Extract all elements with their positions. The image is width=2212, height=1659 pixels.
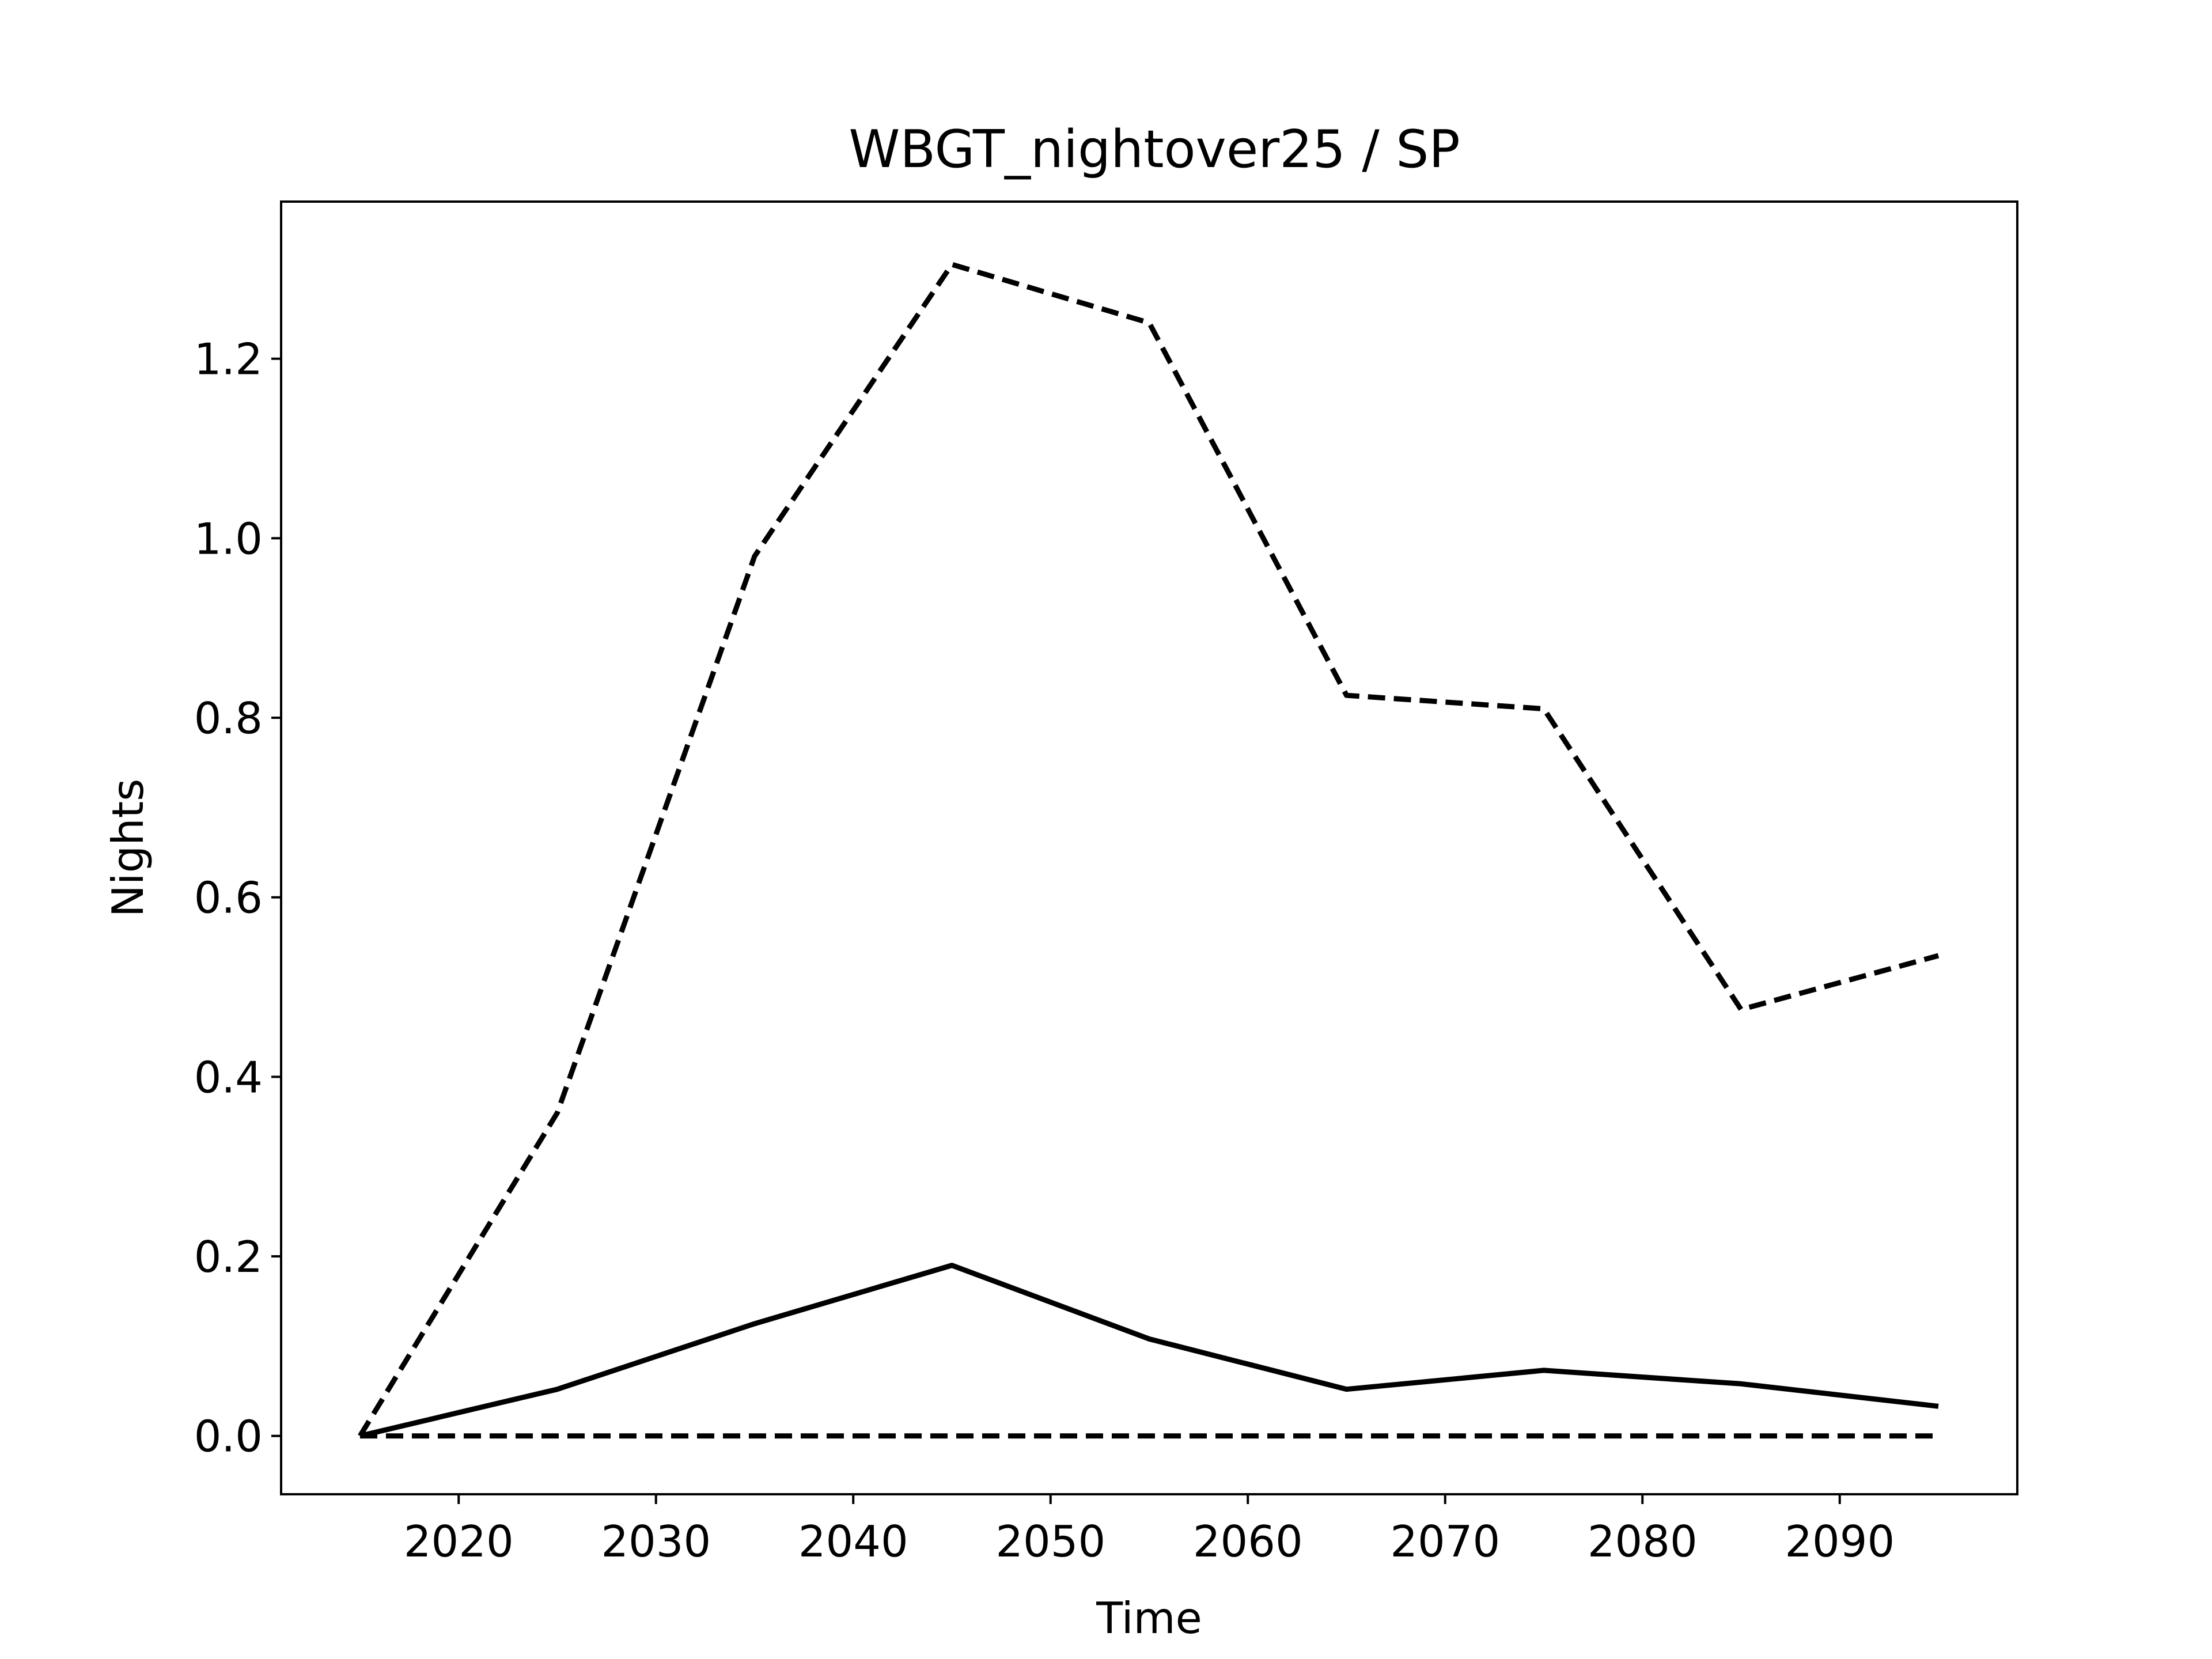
series-line-1	[358, 262, 1940, 1438]
x-tick-label: 2040	[798, 1516, 908, 1567]
y-tick-label: 0.6	[194, 873, 263, 923]
x-tick-label: 2030	[601, 1516, 711, 1567]
x-tick-label: 2060	[1193, 1516, 1303, 1567]
x-tick-label: 2080	[1588, 1516, 1698, 1567]
y-axis-ticks: 0.0 0.2 0.4 0.6 0.8 1.0 1.2	[194, 334, 281, 1462]
chart-title: WBGT_nightover25 / SP	[849, 119, 1460, 180]
y-tick-label: 1.2	[194, 334, 263, 385]
x-axis-ticks: 2020 2030 2040 2050 2060 2070 2080 2090	[404, 1494, 1895, 1567]
y-tick-label: 0.8	[194, 693, 263, 744]
x-tick-label: 2090	[1785, 1516, 1895, 1567]
y-tick-label: 1.0	[194, 513, 263, 564]
y-axis-label: Nights	[103, 779, 153, 918]
x-tick-label: 2020	[404, 1516, 514, 1567]
y-tick-label: 0.4	[194, 1052, 263, 1103]
x-tick-label: 2050	[995, 1516, 1105, 1567]
x-tick-label: 2070	[1390, 1516, 1500, 1567]
y-tick-label: 0.2	[194, 1232, 263, 1282]
x-axis-label: Time	[1096, 1593, 1202, 1643]
series-line-2	[359, 1263, 1939, 1439]
plot-frame	[280, 200, 2018, 1495]
y-tick-label: 0.0	[194, 1411, 263, 1462]
series-layer	[358, 262, 1940, 1439]
